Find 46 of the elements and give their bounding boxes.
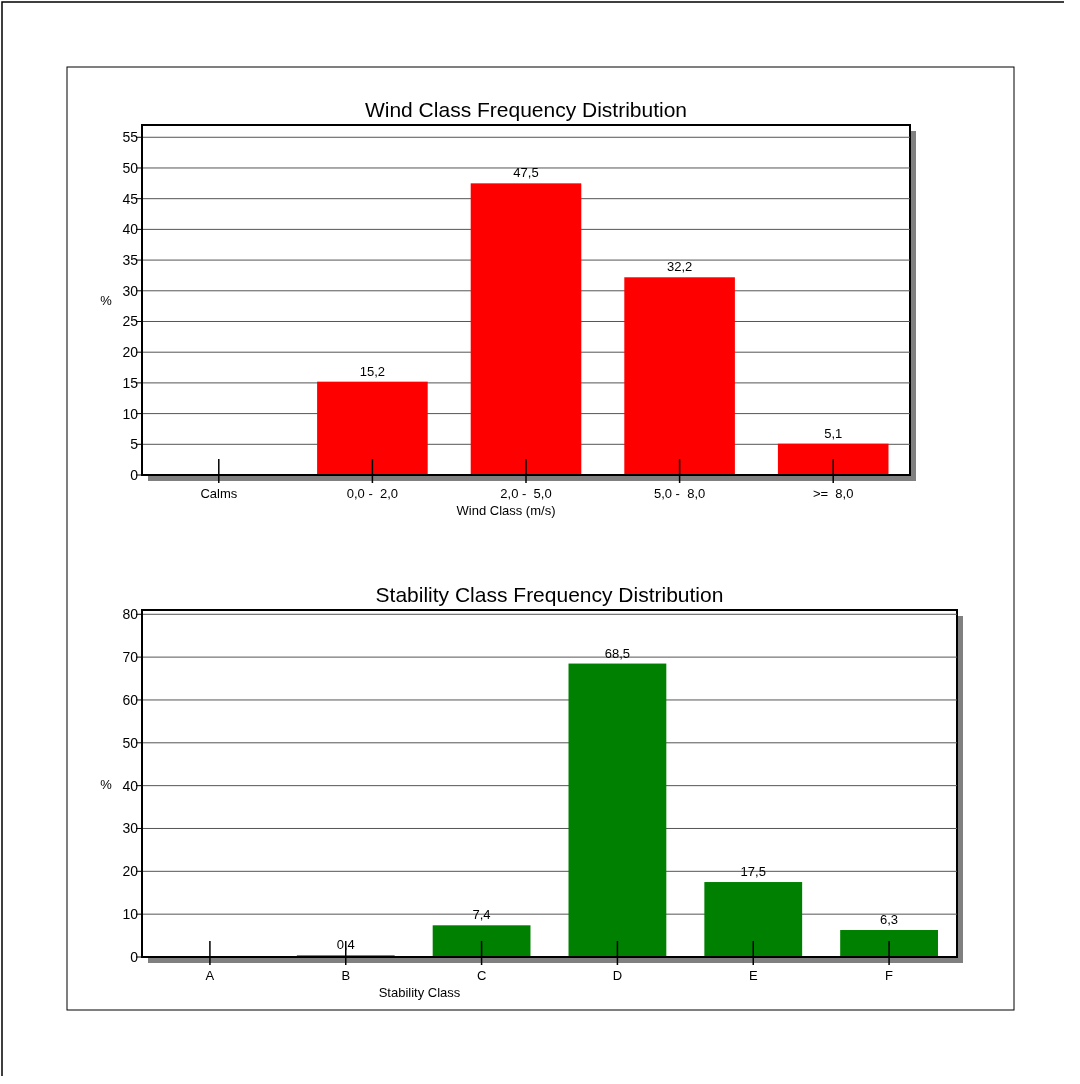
x-axis-title: Stability Class	[378, 985, 461, 1000]
y-tick-label: 10	[122, 405, 139, 422]
y-tick-label: 80	[122, 606, 139, 623]
y-tick-label: 55	[122, 129, 139, 146]
y-tick-label: 5	[130, 436, 139, 453]
x-axis-title: Wind Class (m/s)	[456, 503, 556, 518]
x-tick-label: C	[476, 968, 487, 983]
y-tick-label: 20	[122, 344, 139, 361]
y-tick-label: 0	[130, 467, 139, 483]
y-tick-label: 50	[122, 734, 139, 751]
chart-title: Stability Class Frequency Distribution	[375, 583, 724, 606]
y-tick-label: 40	[122, 221, 139, 238]
data-label: 6,3	[880, 912, 899, 928]
data-label: 5,1	[824, 425, 843, 441]
y-tick-label: 50	[122, 159, 139, 176]
data-label: 68,5	[604, 645, 631, 661]
y-tick-label: 40	[122, 777, 139, 794]
x-tick-label: 5,0 - 8,0	[653, 486, 706, 501]
y-tick-label: 70	[122, 649, 139, 666]
data-label: 7,4	[472, 907, 491, 923]
data-label: 17,5	[740, 864, 766, 880]
data-label: 47,5	[513, 165, 539, 181]
y-tick-label: 15	[122, 374, 139, 391]
y-tick-label: 45	[122, 190, 139, 207]
y-axis-title: %	[100, 776, 113, 792]
x-tick-label: >= 8,0	[812, 486, 854, 501]
data-label: 32,2	[666, 259, 693, 275]
x-tick-label: D	[612, 968, 623, 983]
x-tick-label: B	[341, 968, 351, 983]
y-axis-title: %	[100, 293, 113, 308]
y-tick-label: 0	[130, 949, 139, 965]
y-tick-label: 20	[122, 863, 139, 880]
y-tick-label: 30	[122, 820, 139, 837]
y-tick-label: 10	[122, 906, 139, 923]
x-tick-label: F	[885, 968, 894, 983]
y-tick-label: 30	[122, 282, 139, 299]
x-tick-label: E	[748, 968, 758, 983]
y-tick-label: 60	[122, 691, 139, 708]
chart-title: Wind Class Frequency Distribution	[364, 98, 688, 121]
y-tick-label: 25	[122, 313, 139, 330]
x-tick-label: 2,0 - 5,0	[500, 486, 552, 501]
data-label: 15,2	[359, 363, 386, 379]
x-tick-label: A	[205, 968, 215, 983]
x-tick-label: 0,0 - 2,0	[346, 486, 399, 501]
y-tick-label: 35	[122, 252, 139, 269]
x-tick-label: Calms	[200, 486, 238, 501]
